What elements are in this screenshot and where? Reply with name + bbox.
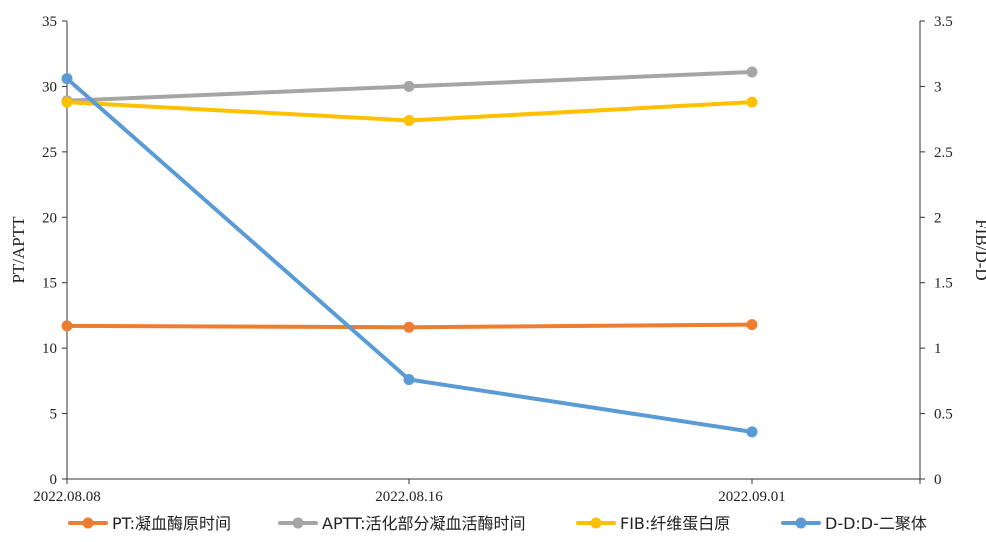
left-tick-label: 20: [42, 210, 57, 226]
left-tick-label: 0: [50, 472, 58, 488]
left-tick-label: 10: [42, 341, 57, 357]
data-point: [403, 321, 415, 333]
legend-swatch-marker: [82, 517, 94, 529]
right-tick-label: 3.5: [934, 14, 953, 30]
legend-label: FIB:纤维蛋白原: [620, 514, 730, 533]
left-axis-title: PT/APTT: [9, 216, 28, 284]
legend-item: APTT:活化部分凝血活酶时间: [278, 514, 526, 533]
right-tick-label: 1.5: [934, 276, 953, 292]
data-point: [61, 73, 73, 85]
series-1: [61, 319, 758, 333]
legend-item: PT:凝血酶原时间: [68, 514, 231, 533]
data-point: [746, 66, 758, 78]
data-point: [61, 96, 73, 108]
data-point: [61, 320, 73, 332]
series-3: [61, 96, 758, 126]
right-tick-label: 0.5: [934, 407, 953, 423]
left-tick-label: 15: [42, 276, 57, 292]
legend-swatch-marker: [795, 517, 807, 529]
data-point: [746, 426, 758, 438]
right-axis-title: FIB/D-D: [972, 219, 986, 280]
legend-label: APTT:活化部分凝血活酶时间: [322, 514, 526, 533]
data-point: [403, 114, 415, 126]
series-2: [61, 66, 758, 107]
left-tick-label: 25: [42, 145, 57, 161]
right-tick-label: 2: [934, 210, 942, 226]
left-tick-label: 5: [50, 407, 58, 423]
left-tick-label: 35: [42, 14, 57, 30]
right-tick-label: 3: [934, 79, 942, 95]
legend-label: D-D:D-二聚体: [825, 514, 927, 533]
data-point: [403, 374, 415, 386]
axes: [66, 21, 921, 480]
right-tick-label: 0: [934, 472, 942, 488]
left-axis-ticks: 0 5 10 15 20 25 30 35: [42, 14, 67, 488]
legend-label: PT:凝血酶原时间: [112, 514, 231, 533]
data-point: [403, 80, 415, 92]
legend: PT:凝血酶原时间 APTT:活化部分凝血活酶时间 FIB:纤维蛋白原 D-D:D-二…: [68, 514, 927, 533]
legend-item: D-D:D-二聚体: [781, 514, 927, 533]
legend-swatch-marker: [292, 517, 304, 529]
right-axis-ticks: 0 0.5 1 1.5 2 2.5 3 3.5: [920, 14, 953, 488]
data-point: [746, 319, 758, 331]
legend-swatch-marker: [590, 517, 602, 529]
x-tick-label: 2022.08.08: [33, 489, 101, 505]
right-tick-label: 2.5: [934, 145, 953, 161]
data-point: [746, 96, 758, 108]
x-tick-label: 2022.08.16: [375, 489, 443, 505]
x-axis-ticks: 2022.08.08 2022.08.16 2022.09.01: [33, 479, 921, 505]
legend-item: FIB:纤维蛋白原: [576, 514, 730, 533]
right-tick-label: 1: [934, 341, 942, 357]
series-4: [61, 73, 758, 438]
x-tick-label: 2022.09.01: [718, 489, 786, 505]
series-layer: [61, 66, 758, 438]
left-tick-label: 30: [42, 79, 57, 95]
